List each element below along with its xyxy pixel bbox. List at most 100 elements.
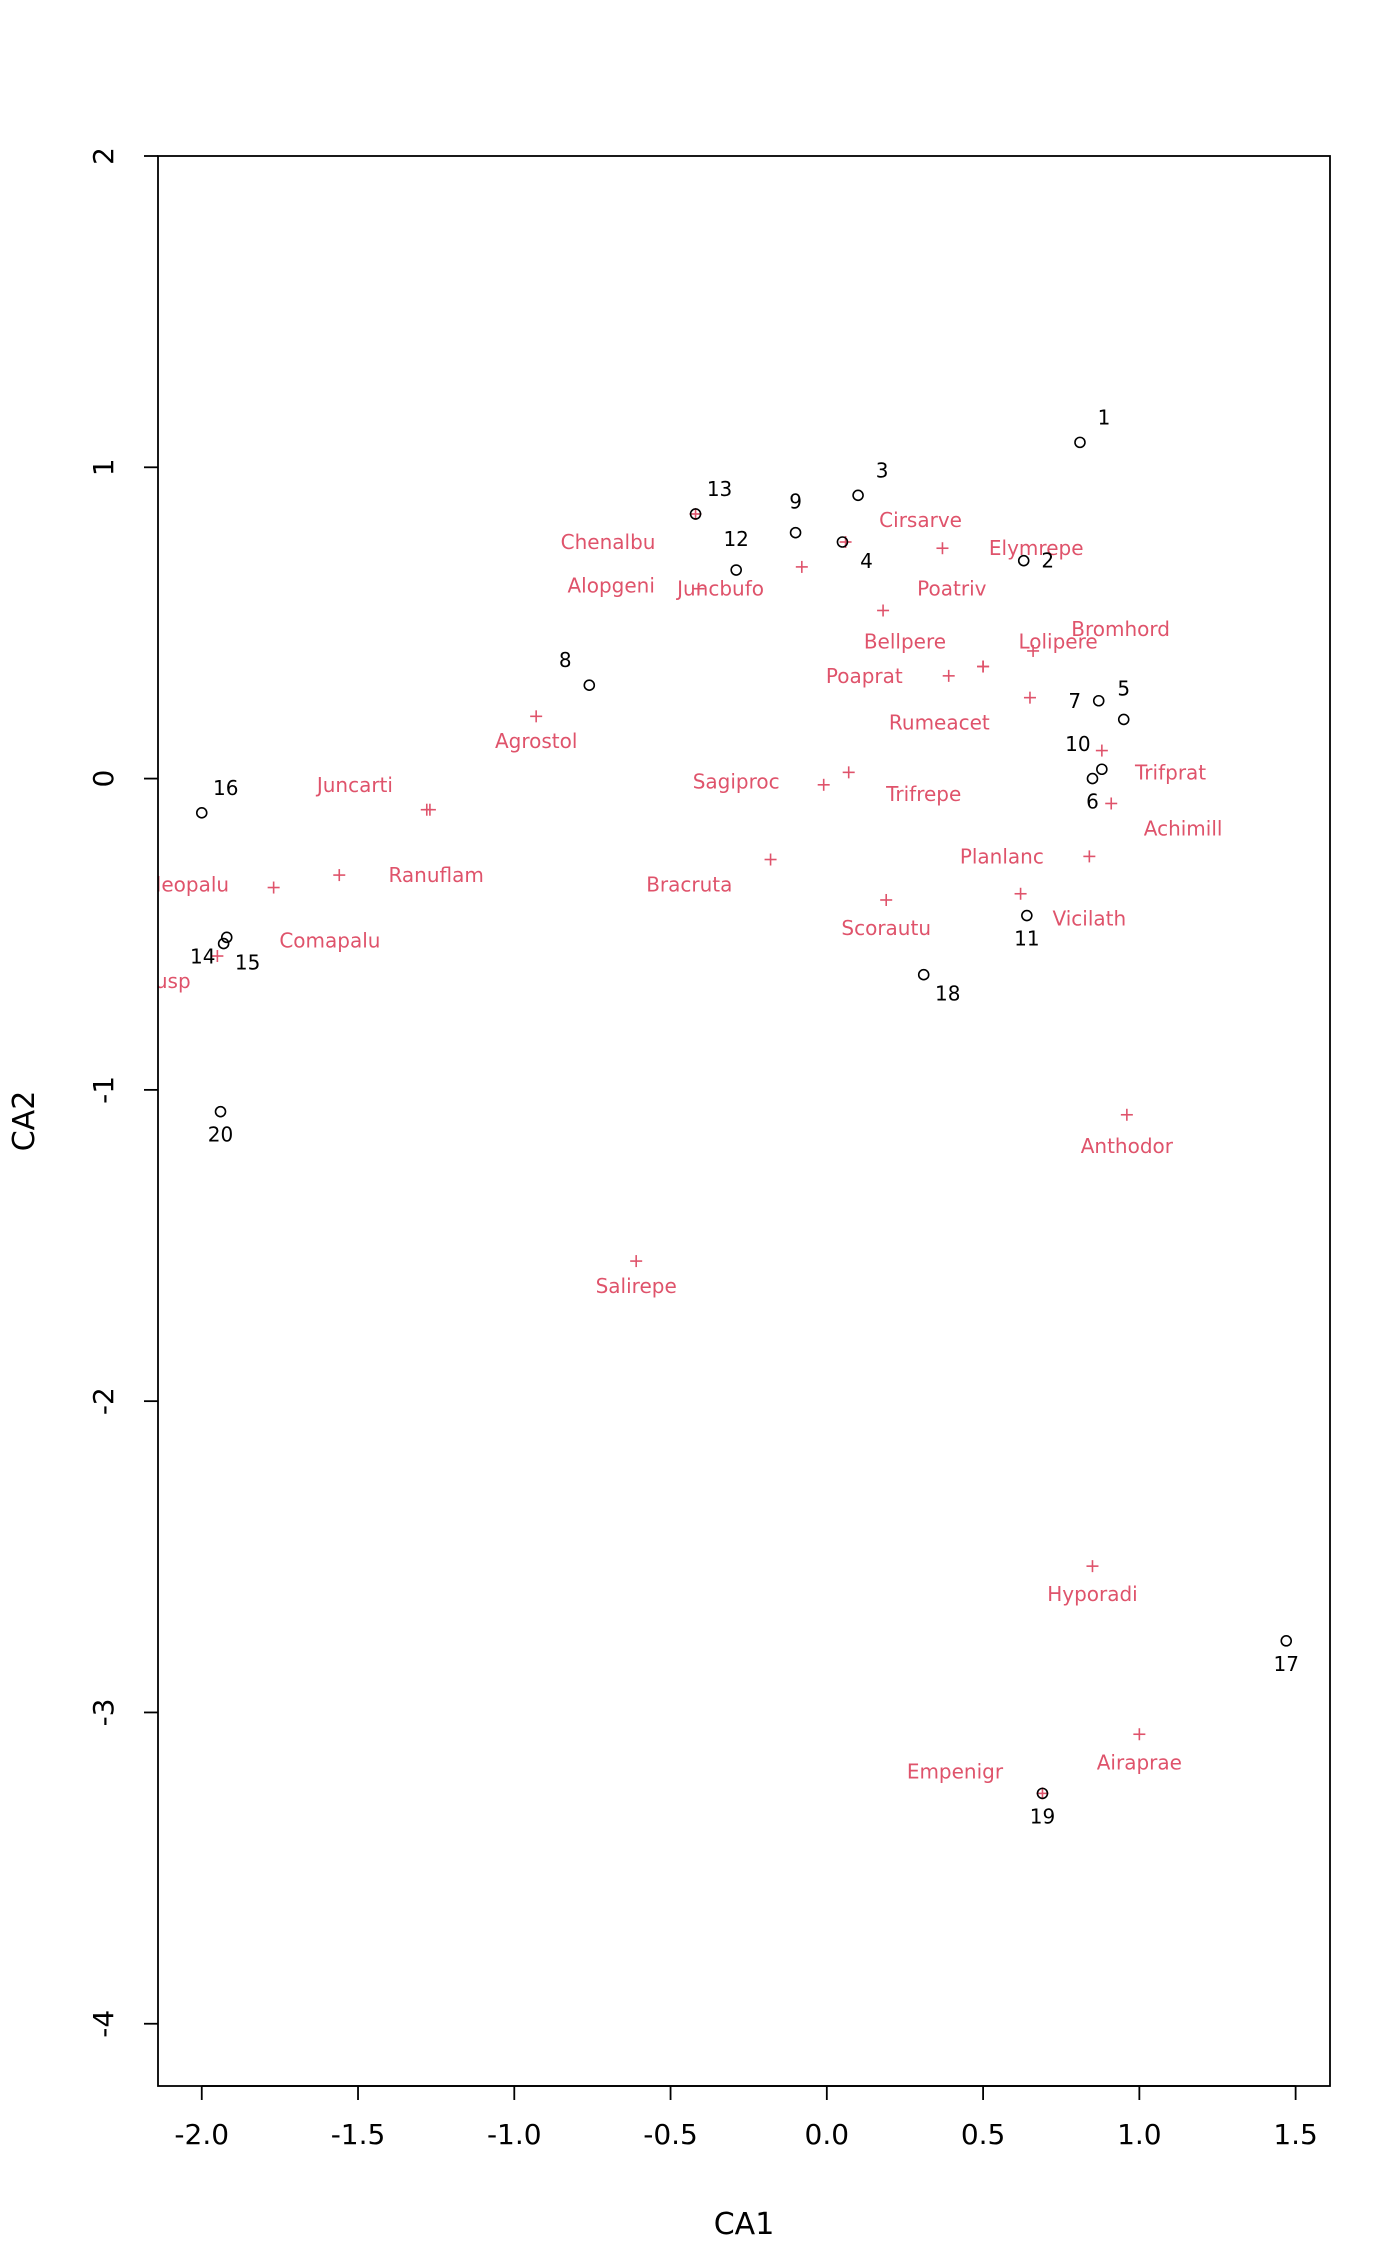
- site-label: 9: [789, 490, 802, 514]
- x-tick-label: -1.0: [487, 2118, 542, 2151]
- species-point: Comapalu: [267, 881, 380, 952]
- species-label: Empenigr: [907, 1760, 1004, 1784]
- site-point: 11: [1014, 909, 1040, 951]
- site-marker: [1036, 1787, 1049, 1800]
- site-label: 19: [1030, 1804, 1055, 1828]
- species-label: Elymrepe: [989, 536, 1084, 560]
- site-label: 1: [1098, 405, 1111, 429]
- species-point: Scorautu: [841, 893, 931, 940]
- species-layer: Achimill Agrostol Airaprae Alopgeni Anthodor…: [143, 507, 1223, 1800]
- species-label: Comapalu: [279, 928, 380, 952]
- species-label: Trifprat: [1134, 760, 1206, 784]
- x-tick-label: 1.5: [1273, 2118, 1318, 2151]
- species-label: Cirsarve: [879, 508, 962, 532]
- species-point: Poatriv: [917, 577, 990, 673]
- site-marker: [1086, 772, 1099, 785]
- species-point: Juncarti: [315, 773, 436, 816]
- site-marker: [852, 489, 864, 502]
- site-marker: [1021, 909, 1033, 922]
- site-marker: [1092, 694, 1105, 707]
- species-label: Agrostol: [495, 729, 577, 753]
- site-point: 20: [208, 1105, 233, 1147]
- species-label: Chenalbu: [561, 530, 656, 554]
- y-tick-label: 2: [87, 147, 120, 165]
- site-label: 6: [1086, 790, 1099, 814]
- species-point: Bellpere: [864, 604, 946, 654]
- species-label: Rumeacet: [889, 711, 990, 735]
- species-label: Alopgeni: [567, 574, 654, 598]
- species-label: Achimill: [1144, 816, 1223, 840]
- species-point: Hyporadi: [1047, 1560, 1138, 1606]
- species-point: Alopgeni: [567, 560, 808, 598]
- y-tick-label: -2: [87, 1387, 120, 1415]
- y-axis-title: CA2: [7, 1091, 42, 1152]
- species-point: Juncbufo: [675, 577, 764, 601]
- species-label: Anthodor: [1081, 1134, 1174, 1158]
- site-point: 2: [1017, 549, 1054, 573]
- species-label: Bracruta: [646, 872, 732, 896]
- x-axis-title: CA1: [714, 2207, 775, 2242]
- species-point: Poaprat: [826, 664, 955, 688]
- species-point: Elymrepe: [936, 536, 1084, 560]
- species-point: Anthodor: [1081, 1108, 1174, 1158]
- species-point: Chenalbu: [561, 507, 702, 554]
- species-label: Trifrepe: [885, 782, 961, 806]
- y-tick-label: -1: [87, 1076, 120, 1104]
- species-label: Bellpere: [864, 630, 946, 654]
- species-label: Sagiproc: [693, 770, 780, 794]
- species-point: Callcusp: [158, 950, 224, 993]
- site-marker: [583, 679, 596, 691]
- site-point: 3: [852, 458, 888, 502]
- species-point: Sagiproc: [693, 770, 830, 794]
- site-marker: [220, 931, 233, 944]
- species-point: Rumeacet: [889, 691, 1036, 735]
- site-marker: [917, 968, 930, 981]
- site-label: 4: [860, 549, 873, 573]
- site-label: 11: [1014, 927, 1039, 951]
- site-point: 8: [559, 648, 596, 691]
- y-tick-label: 1: [87, 458, 120, 476]
- species-point: Planlanc: [960, 844, 1096, 868]
- species-point: Empenigr: [907, 1760, 1049, 1800]
- y-axis: -4 -3 -2 -1 0 1 2: [87, 147, 158, 2038]
- species-label: Lolipere: [1018, 630, 1097, 654]
- species-label: Bromhord: [1071, 617, 1170, 641]
- site-marker: [214, 1105, 227, 1118]
- site-marker: [1117, 713, 1130, 726]
- site-point: 18: [917, 968, 960, 1006]
- site-marker: [1096, 763, 1108, 776]
- site-point: 5: [1117, 676, 1130, 726]
- species-point: Vicilath: [1014, 887, 1127, 931]
- species-point: Ranuflam: [388, 803, 484, 887]
- species-label: Hyporadi: [1047, 1582, 1138, 1606]
- site-label: 5: [1117, 676, 1130, 700]
- plot-frame: [157, 155, 1331, 2087]
- y-tick-label: -3: [87, 1698, 120, 1726]
- site-point: 17: [1274, 1635, 1299, 1676]
- species-point: Trifprat: [1095, 744, 1206, 784]
- site-label: 8: [559, 648, 572, 672]
- site-label: 15: [235, 951, 260, 975]
- site-label: 18: [935, 982, 960, 1006]
- y-tick-label: 0: [87, 770, 120, 788]
- species-point: Bromhord: [1027, 617, 1170, 657]
- species-label: Juncbufo: [675, 577, 764, 601]
- site-marker: [195, 807, 208, 819]
- species-label: Airaprae: [1097, 1750, 1182, 1774]
- x-tick-label: -2.0: [174, 2118, 229, 2151]
- species-label: Ranuflam: [388, 863, 483, 887]
- site-label: 16: [213, 776, 238, 800]
- x-tick-label: 0.0: [805, 2118, 850, 2151]
- species-label: Vicilath: [1053, 907, 1127, 931]
- site-label: 17: [1274, 1652, 1299, 1676]
- site-point: 15: [217, 937, 260, 975]
- x-tick-label: 1.0: [1117, 2118, 1162, 2151]
- site-point: 6: [1086, 772, 1099, 814]
- site-point: 13: [689, 477, 732, 520]
- site-label: 2: [1041, 549, 1054, 573]
- species-label: Eleopalu: [143, 872, 229, 896]
- site-point: 12: [723, 527, 749, 576]
- site-marker: [730, 564, 742, 576]
